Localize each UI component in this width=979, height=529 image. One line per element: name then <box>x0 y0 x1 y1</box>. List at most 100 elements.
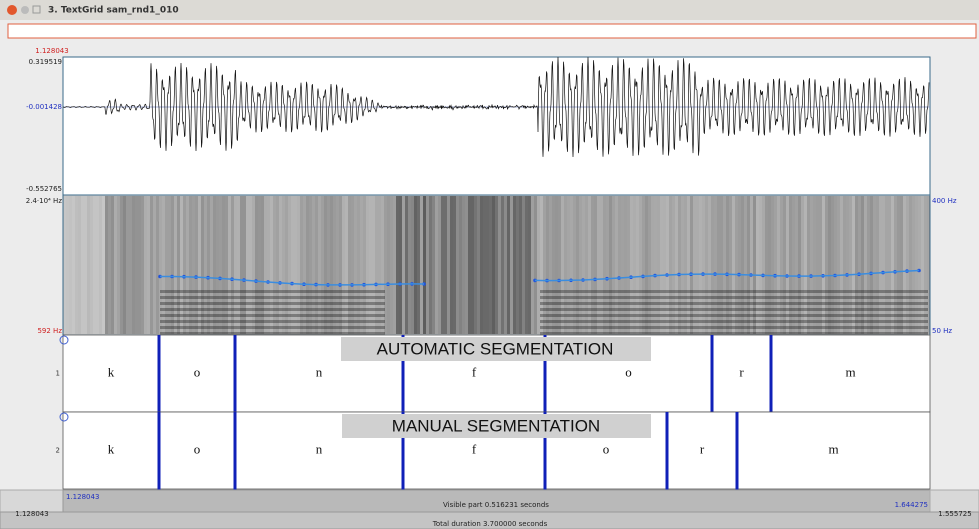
spectrogram-column <box>849 196 852 334</box>
spectrogram-column <box>696 196 699 334</box>
spectrogram-column <box>399 196 402 334</box>
interval-label: r <box>700 441 705 456</box>
spectrogram-column <box>189 196 192 334</box>
spectrogram-column <box>564 196 567 334</box>
spectrogram-column <box>363 196 366 334</box>
tier-number: 1 <box>56 370 60 378</box>
spectrogram-column <box>915 196 918 334</box>
interval-label: n <box>316 364 323 379</box>
spectrogram-column <box>717 196 720 334</box>
spectrogram-column <box>792 196 795 334</box>
spectrogram-column <box>498 196 501 334</box>
spectrogram-column <box>261 196 264 334</box>
interval-label: n <box>316 441 323 456</box>
spectrogram-column <box>522 196 525 334</box>
window-end: 1.555725 <box>938 510 971 518</box>
spectrogram-column <box>555 196 558 334</box>
spectrogram-column <box>180 196 183 334</box>
spectrogram-column <box>597 196 600 334</box>
spectrogram-column <box>126 196 129 334</box>
spectrogram-column <box>912 196 915 334</box>
spectrogram-column <box>468 196 471 334</box>
text-field[interactable] <box>8 24 976 38</box>
spectrogram-column <box>207 196 210 334</box>
spectrogram-column <box>771 196 774 334</box>
boundary <box>770 335 773 412</box>
spectrogram-column <box>495 196 498 334</box>
spectrogram-column <box>429 196 432 334</box>
spectrogram-column <box>780 196 783 334</box>
right-time-box[interactable] <box>930 490 979 512</box>
spectrogram-column <box>924 196 927 334</box>
spectrogram-column <box>783 196 786 334</box>
spectrogram-column <box>711 196 714 334</box>
spectrogram-column <box>423 196 426 334</box>
spectrogram-column <box>222 196 225 334</box>
spectrogram-column <box>861 196 864 334</box>
minimize-button[interactable] <box>21 6 29 14</box>
spectrogram-column <box>699 196 702 334</box>
spectrogram-column <box>810 196 813 334</box>
spectrogram-column <box>417 196 420 334</box>
spectrogram-column <box>516 196 519 334</box>
spectrogram-column <box>264 196 267 334</box>
spectrogram-column <box>336 196 339 334</box>
spectrogram-column <box>219 196 222 334</box>
spectrogram-column <box>750 196 753 334</box>
spectrogram-column <box>459 196 462 334</box>
left-time-box[interactable] <box>0 490 63 512</box>
spectrogram-column <box>588 196 591 334</box>
spectrogram-column <box>525 196 528 334</box>
spectrogram-column <box>645 196 648 334</box>
spectrogram-column <box>813 196 816 334</box>
spectrogram-column <box>192 196 195 334</box>
spectrogram-column <box>390 196 393 334</box>
spectrogram-column <box>726 196 729 334</box>
spectrogram-column <box>897 196 900 334</box>
formant-band <box>540 308 928 311</box>
spectrogram-column <box>927 196 930 334</box>
interval-label: o <box>603 441 610 456</box>
spectrogram-column <box>675 196 678 334</box>
spectrogram-column <box>879 196 882 334</box>
spectrogram-column <box>246 196 249 334</box>
spectrogram-column <box>627 196 630 334</box>
spectrogram-column <box>882 196 885 334</box>
spectrogram-column <box>477 196 480 334</box>
spectrogram-column <box>900 196 903 334</box>
textgrid-window: 3. TextGrid sam_rnd1_010 1.128043 0.3195… <box>0 0 979 529</box>
spectrogram-column <box>285 196 288 334</box>
spectrogram-column <box>96 196 99 334</box>
spectrogram-column <box>921 196 924 334</box>
spectrogram-column <box>231 196 234 334</box>
spectrogram-column <box>546 196 549 334</box>
interval-label: k <box>108 441 115 456</box>
spectrogram-column <box>657 196 660 334</box>
spectrogram-column <box>729 196 732 334</box>
spectrogram-column <box>471 196 474 334</box>
spectrogram-column <box>384 196 387 334</box>
spectrogram-column <box>603 196 606 334</box>
spectrogram-column <box>69 196 72 334</box>
spectrogram-column <box>576 196 579 334</box>
spectrogram-column <box>132 196 135 334</box>
boundary <box>234 335 237 412</box>
spectrogram-column <box>438 196 441 334</box>
spectrogram-column <box>855 196 858 334</box>
interval-label: o <box>194 441 201 456</box>
spectrogram-column <box>432 196 435 334</box>
formant-band <box>160 308 385 311</box>
spectrogram-column <box>330 196 333 334</box>
total-duration: Total duration 3.700000 seconds <box>432 520 548 528</box>
spectrogram-column <box>342 196 345 334</box>
spectrogram-column <box>624 196 627 334</box>
spectrogram-column <box>108 196 111 334</box>
spectrogram-column <box>492 196 495 334</box>
spectrogram-column <box>168 196 171 334</box>
spectrogram-column <box>870 196 873 334</box>
spectrogram-column <box>705 196 708 334</box>
formant-band <box>160 290 385 293</box>
spectrogram-column <box>615 196 618 334</box>
spectrogram-column <box>234 196 237 334</box>
close-button[interactable] <box>7 5 17 15</box>
